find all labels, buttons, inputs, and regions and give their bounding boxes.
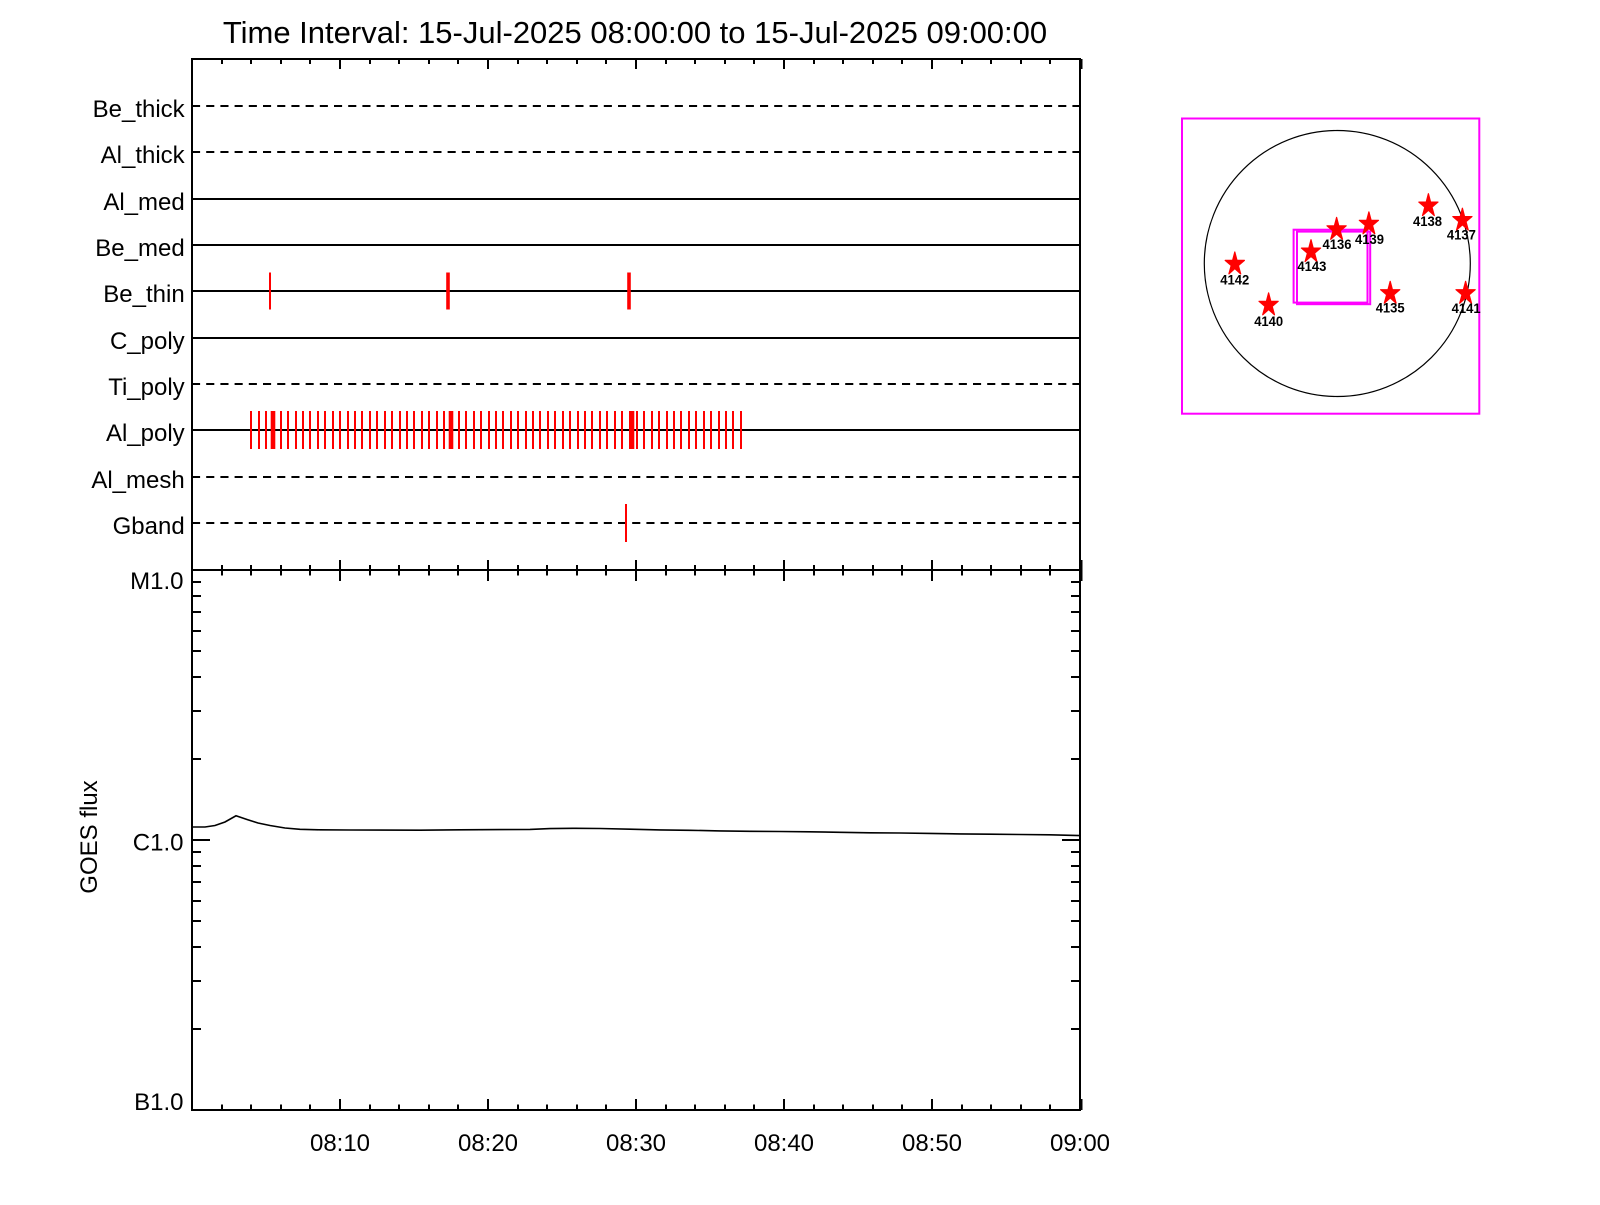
- svg-text:4137: 4137: [1447, 227, 1476, 243]
- svg-text:Time Interval: 15-Jul-2025 08:: Time Interval: 15-Jul-2025 08:00:00 to 1…: [223, 15, 1047, 50]
- svg-text:4136: 4136: [1323, 236, 1352, 252]
- svg-text:Be_med: Be_med: [95, 235, 184, 262]
- svg-text:08:40: 08:40: [754, 1130, 814, 1157]
- svg-text:09:00: 09:00: [1050, 1130, 1110, 1157]
- svg-text:4141: 4141: [1452, 300, 1481, 316]
- svg-text:08:30: 08:30: [606, 1130, 666, 1157]
- svg-text:4142: 4142: [1220, 272, 1249, 288]
- svg-text:C_poly: C_poly: [110, 328, 185, 355]
- svg-text:B1.0: B1.0: [134, 1089, 183, 1116]
- svg-text:Al_mesh: Al_mesh: [91, 467, 184, 494]
- svg-text:M1.0: M1.0: [130, 568, 183, 595]
- svg-text:Be_thick: Be_thick: [93, 96, 186, 123]
- svg-text:C1.0: C1.0: [133, 830, 184, 857]
- svg-text:08:20: 08:20: [458, 1130, 518, 1157]
- svg-text:Ti_poly: Ti_poly: [108, 374, 184, 401]
- svg-text:Al_poly: Al_poly: [106, 420, 185, 447]
- svg-text:4140: 4140: [1254, 313, 1283, 329]
- svg-text:Gband: Gband: [113, 513, 185, 540]
- svg-text:GOES flux: GOES flux: [76, 780, 103, 893]
- svg-text:Al_med: Al_med: [103, 189, 184, 216]
- svg-text:Al_thick: Al_thick: [101, 142, 186, 169]
- svg-text:08:50: 08:50: [902, 1130, 962, 1157]
- svg-text:4143: 4143: [1297, 258, 1326, 274]
- svg-text:4138: 4138: [1413, 213, 1442, 229]
- svg-text:4135: 4135: [1376, 299, 1405, 315]
- svg-text:4139: 4139: [1355, 231, 1384, 247]
- svg-text:08:10: 08:10: [310, 1130, 370, 1157]
- svg-text:Be_thin: Be_thin: [103, 281, 184, 308]
